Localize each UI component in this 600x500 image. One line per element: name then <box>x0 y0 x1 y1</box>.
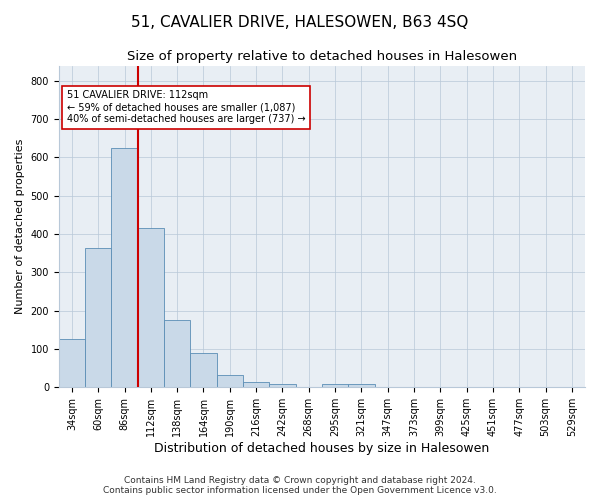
Text: 51 CAVALIER DRIVE: 112sqm
← 59% of detached houses are smaller (1,087)
40% of se: 51 CAVALIER DRIVE: 112sqm ← 59% of detac… <box>67 90 305 124</box>
Title: Size of property relative to detached houses in Halesowen: Size of property relative to detached ho… <box>127 50 517 63</box>
Bar <box>217 375 243 388</box>
Bar <box>138 228 164 388</box>
Bar <box>112 148 138 388</box>
Text: Contains HM Land Registry data © Crown copyright and database right 2024.
Contai: Contains HM Land Registry data © Crown c… <box>103 476 497 495</box>
Bar <box>269 384 296 388</box>
Bar <box>164 320 190 388</box>
Text: 51, CAVALIER DRIVE, HALESOWEN, B63 4SQ: 51, CAVALIER DRIVE, HALESOWEN, B63 4SQ <box>131 15 469 30</box>
X-axis label: Distribution of detached houses by size in Halesowen: Distribution of detached houses by size … <box>154 442 490 455</box>
Y-axis label: Number of detached properties: Number of detached properties <box>15 139 25 314</box>
Bar <box>59 340 85 388</box>
Bar <box>243 382 269 388</box>
Bar <box>322 384 348 388</box>
Bar <box>85 248 112 388</box>
Bar <box>348 384 374 388</box>
Bar <box>190 353 217 388</box>
